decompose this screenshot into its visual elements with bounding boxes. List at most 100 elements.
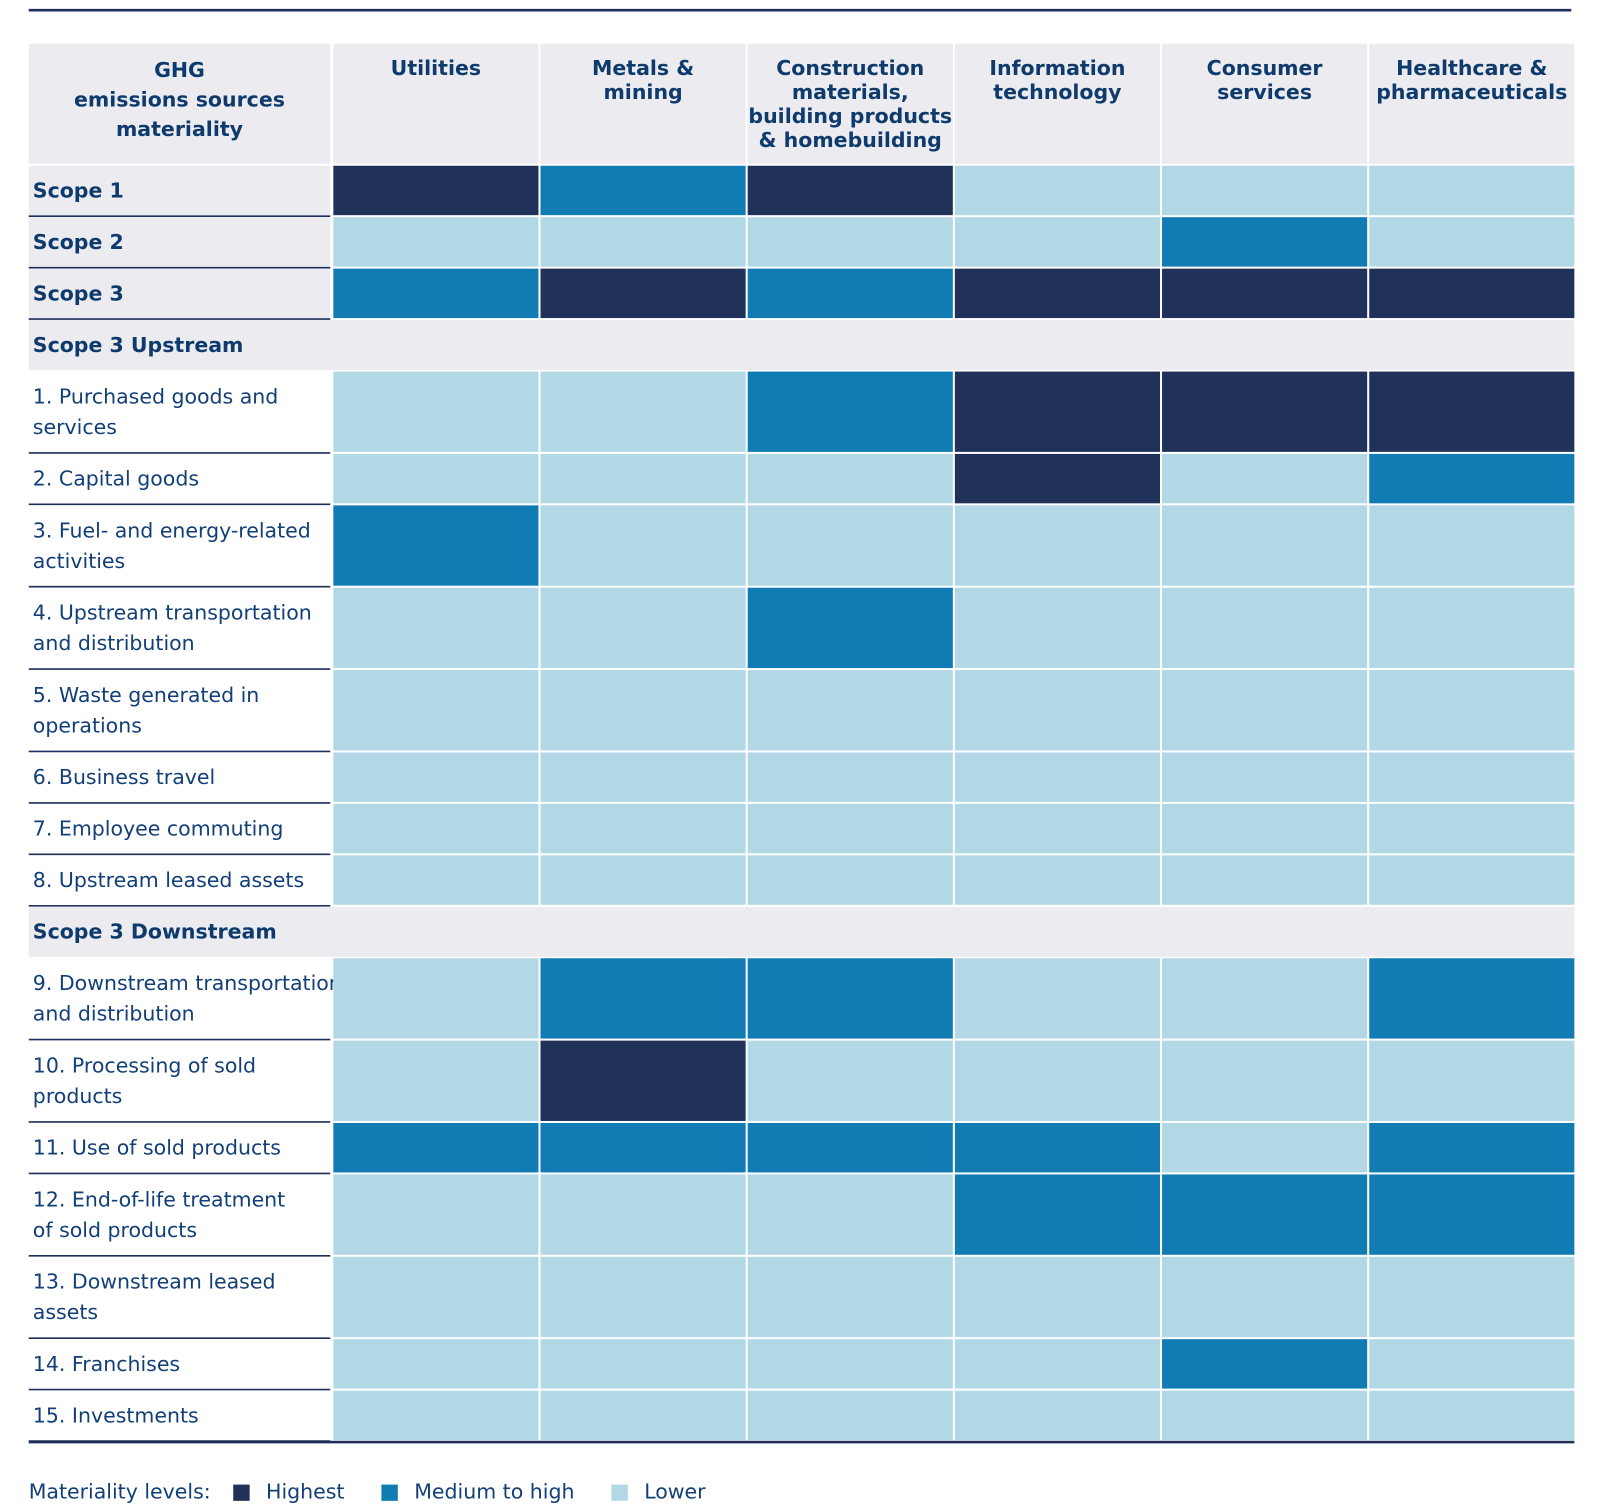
- legend-swatch: [233, 1484, 250, 1501]
- materiality-cell: [333, 1339, 539, 1389]
- header-cell: [1162, 43, 1368, 164]
- materiality-cell: [954, 505, 1160, 586]
- column-header: materials,: [792, 80, 909, 104]
- column-header: mining: [603, 80, 682, 104]
- row-label: and distribution: [33, 1002, 195, 1026]
- materiality-cell: [954, 1122, 1160, 1173]
- materiality-cell: [333, 958, 539, 1039]
- row-label-bg: [28, 165, 331, 216]
- materiality-cell: [1369, 371, 1575, 452]
- materiality-cell: [747, 505, 953, 586]
- materiality-cell: [954, 1390, 1160, 1441]
- materiality-cell: [333, 453, 539, 504]
- row-label: activities: [33, 549, 125, 573]
- column-header: Construction: [776, 56, 924, 80]
- materiality-cell: [747, 1174, 953, 1255]
- materiality-cell: [1162, 1390, 1368, 1441]
- materiality-cell: [1162, 958, 1368, 1039]
- row-label: 8. Upstream leased assets: [33, 868, 304, 892]
- materiality-cell: [1162, 505, 1368, 586]
- materiality-cell: [1162, 453, 1368, 504]
- materiality-cell: [333, 1174, 539, 1255]
- materiality-cell: [1162, 371, 1368, 452]
- materiality-cell: [747, 670, 953, 751]
- materiality-cell: [1369, 217, 1575, 267]
- header-cell: [1369, 43, 1575, 164]
- materiality-cell: [747, 165, 953, 216]
- row-label: 5. Waste generated in: [33, 683, 259, 707]
- column-header: technology: [993, 80, 1121, 104]
- materiality-cell: [747, 1390, 953, 1441]
- legend-swatch: [381, 1484, 398, 1501]
- row-label: products: [33, 1084, 123, 1108]
- materiality-cell: [540, 371, 746, 452]
- materiality-cell: [1162, 587, 1368, 669]
- materiality-cell: [540, 958, 746, 1039]
- materiality-cell: [1369, 1040, 1575, 1121]
- materiality-cell: [1162, 1174, 1368, 1255]
- legend-label: Medium to high: [414, 1480, 574, 1504]
- materiality-cell: [1162, 1339, 1368, 1389]
- materiality-cell: [954, 855, 1160, 905]
- materiality-cell: [1162, 268, 1368, 319]
- materiality-cell: [1369, 1174, 1575, 1255]
- materiality-cell: [747, 1339, 953, 1389]
- materiality-cell: [954, 453, 1160, 504]
- materiality-cell: [333, 268, 539, 319]
- materiality-cell: [333, 670, 539, 751]
- column-header: Consumer: [1207, 56, 1323, 80]
- materiality-cell: [1162, 803, 1368, 854]
- materiality-cell: [747, 1256, 953, 1338]
- materiality-cell: [333, 1122, 539, 1173]
- materiality-cell: [1162, 1040, 1368, 1121]
- materiality-cell: [540, 1040, 746, 1121]
- row-label: of sold products: [33, 1218, 197, 1242]
- materiality-cell: [747, 803, 953, 854]
- row-label: and distribution: [33, 631, 195, 655]
- corner-label: materiality: [116, 117, 243, 141]
- row-label: 1. Purchased goods and: [33, 385, 279, 409]
- row-label: services: [33, 415, 117, 439]
- materiality-cell: [747, 587, 953, 669]
- materiality-cell: [954, 1256, 1160, 1338]
- corner-label: emissions sources: [74, 88, 285, 112]
- row-label: 12. End-of-life treatment: [33, 1187, 285, 1211]
- column-header: Healthcare &: [1396, 56, 1547, 80]
- row-label: 15. Investments: [33, 1403, 199, 1427]
- materiality-cell: [954, 1339, 1160, 1389]
- materiality-cell: [540, 587, 746, 669]
- legend-swatch: [611, 1484, 628, 1501]
- header-cell: [747, 43, 953, 164]
- row-label: 10. Processing of sold: [33, 1054, 256, 1078]
- materiality-cell: [1369, 1390, 1575, 1441]
- materiality-cell: [747, 371, 953, 452]
- materiality-cell: [333, 371, 539, 452]
- row-label: 4. Upstream transportation: [33, 601, 312, 625]
- materiality-cell: [333, 587, 539, 669]
- materiality-cell: [1369, 1339, 1575, 1389]
- materiality-cell: [954, 752, 1160, 802]
- materiality-cell: [747, 453, 953, 504]
- materiality-cell: [747, 268, 953, 319]
- row-label-bold: Scope 1: [33, 179, 124, 203]
- corner-label: GHG: [154, 58, 205, 82]
- header-cell: [28, 43, 331, 164]
- materiality-cell: [1369, 1256, 1575, 1338]
- materiality-cell: [540, 803, 746, 854]
- column-header: Utilities: [391, 56, 481, 80]
- legend-label: Lower: [644, 1480, 706, 1504]
- materiality-cell: [954, 268, 1160, 319]
- materiality-cell: [540, 1174, 746, 1255]
- materiality-cell: [333, 803, 539, 854]
- materiality-cell: [540, 670, 746, 751]
- column-header: Information: [989, 56, 1125, 80]
- materiality-cell: [540, 217, 746, 267]
- section-label: Scope 3 Downstream: [33, 920, 277, 944]
- materiality-cell: [1369, 587, 1575, 669]
- materiality-cell: [954, 165, 1160, 216]
- materiality-cell: [747, 217, 953, 267]
- column-header: Metals &: [592, 56, 694, 80]
- materiality-cell: [540, 165, 746, 216]
